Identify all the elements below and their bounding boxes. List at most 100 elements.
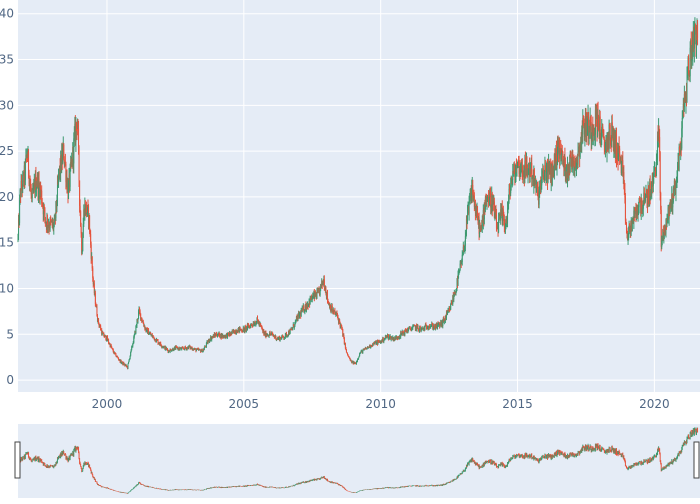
candle-body xyxy=(508,199,510,205)
candle-body xyxy=(665,218,667,228)
candle-body xyxy=(202,351,204,353)
candle-body xyxy=(370,347,372,349)
candle-body xyxy=(416,325,418,330)
candle-body xyxy=(471,184,473,188)
candle-body xyxy=(125,364,127,366)
candle-body xyxy=(413,324,415,326)
candle-body xyxy=(218,333,220,335)
range-slider[interactable] xyxy=(14,424,700,498)
candle-body xyxy=(565,175,567,177)
candle-body xyxy=(479,225,481,234)
candle-body xyxy=(30,184,32,188)
candle-body xyxy=(242,327,244,332)
candle-body xyxy=(672,202,674,208)
candle-body xyxy=(45,222,47,224)
candle-body xyxy=(684,94,686,98)
candle-body xyxy=(591,127,593,135)
candle-body xyxy=(136,320,138,322)
candle-body xyxy=(618,146,620,149)
candle-body xyxy=(470,189,472,201)
candle-body xyxy=(56,181,58,203)
candle-body xyxy=(365,348,367,350)
candle-body xyxy=(670,204,672,209)
candle-body xyxy=(497,228,499,233)
candle-body xyxy=(462,254,464,256)
candle-body xyxy=(66,176,68,190)
candle-body xyxy=(654,168,656,171)
candle-body xyxy=(109,343,111,345)
candle-body xyxy=(317,289,319,293)
candle-body xyxy=(548,161,550,166)
candle-body xyxy=(220,334,222,338)
candle-body xyxy=(50,219,52,221)
x-axis: 2000 2005 2010 2015 2020 xyxy=(92,397,670,411)
candle-body xyxy=(695,26,697,48)
candle-body xyxy=(93,283,95,294)
candle-body xyxy=(33,182,35,185)
candle-body xyxy=(334,313,336,315)
candle-body xyxy=(105,335,107,341)
candle-body xyxy=(111,347,113,349)
range-slider-left-handle[interactable] xyxy=(14,441,21,479)
candle-body xyxy=(131,346,133,350)
candle-body xyxy=(607,132,609,146)
candle-body xyxy=(453,293,455,297)
candle-body xyxy=(425,325,427,328)
candle-body xyxy=(34,175,36,193)
candle-body xyxy=(302,306,304,309)
candle-body xyxy=(455,289,457,295)
candle-body xyxy=(358,356,360,358)
candle-body xyxy=(307,304,309,308)
candle-body xyxy=(627,234,629,241)
candle-body xyxy=(122,362,124,365)
candle-body xyxy=(632,218,634,223)
candle-body xyxy=(163,346,165,348)
candle-body xyxy=(628,232,630,235)
candle-body xyxy=(669,205,671,213)
range-slider-right-handle[interactable] xyxy=(693,441,700,479)
candle-body xyxy=(122,361,124,365)
candle-body xyxy=(490,194,492,208)
candle-body xyxy=(463,249,465,251)
candle-body xyxy=(177,348,179,350)
y-tick-label: 25 xyxy=(0,144,14,158)
candle-body xyxy=(293,326,295,328)
candle-body xyxy=(368,346,370,348)
candle-body xyxy=(89,231,91,235)
candle-body xyxy=(523,171,525,179)
candle-body xyxy=(472,184,474,201)
candle-body xyxy=(659,152,661,193)
candle-body xyxy=(83,209,85,224)
candle-body xyxy=(309,297,311,305)
candle-body xyxy=(136,320,138,326)
candle-body xyxy=(53,218,55,225)
candle-body xyxy=(457,278,459,286)
candle-body xyxy=(601,126,603,139)
candle-body xyxy=(432,324,434,329)
candle-body xyxy=(453,296,455,300)
candle-body xyxy=(447,310,449,313)
main-plot[interactable]: 0 5 10 15 20 25 30 35 40 2000 2005 2010 2015 2020 xyxy=(0,0,700,411)
candle-body xyxy=(196,348,198,350)
candle-body xyxy=(194,348,196,350)
candle-body xyxy=(344,343,346,345)
candle-body xyxy=(643,192,645,201)
candle-body xyxy=(307,304,309,307)
candle-body xyxy=(245,326,247,331)
candle-body xyxy=(640,198,642,214)
candle-body xyxy=(339,322,341,327)
candle-body xyxy=(635,208,637,220)
candle-body xyxy=(448,308,450,312)
candle-body xyxy=(519,166,521,177)
candle-body xyxy=(335,314,337,316)
candle-body xyxy=(664,229,666,234)
candle-body xyxy=(512,170,514,174)
candle-body xyxy=(150,333,152,335)
candle-body xyxy=(233,330,235,334)
candle-body xyxy=(170,349,172,352)
candle-body xyxy=(660,192,662,210)
candle-body xyxy=(584,112,586,132)
candle-body xyxy=(552,168,554,170)
candle-body xyxy=(428,327,430,329)
candle-body xyxy=(210,336,212,341)
